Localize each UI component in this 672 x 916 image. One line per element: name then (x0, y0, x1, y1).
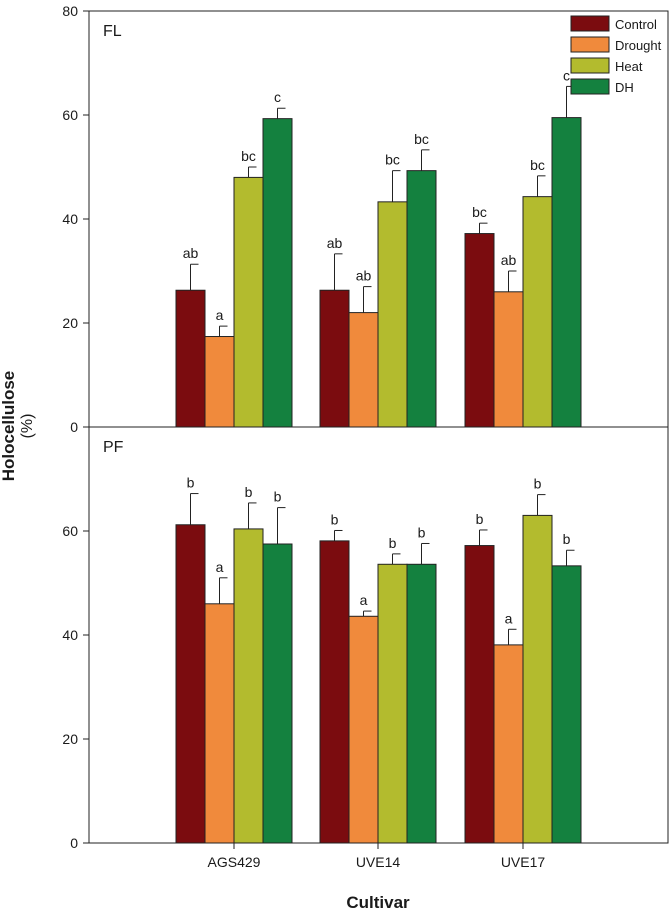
bar-dh-uve14 (406, 170, 437, 428)
y-tick-label: 20 (62, 731, 78, 747)
significance-letter: b (389, 535, 397, 551)
y-tick-label: 80 (62, 3, 78, 19)
y-tick-label: 40 (62, 627, 78, 643)
significance-letter: c (274, 89, 281, 105)
panel-label-fl: FL (103, 23, 122, 40)
x-tick-label-uve17: UVE17 (501, 854, 546, 870)
bar-drought-uve17 (493, 291, 524, 428)
y-tick-label: 20 (62, 315, 78, 331)
legend-label-dh: DH (615, 80, 634, 95)
significance-letter: b (418, 524, 426, 540)
significance-letter: bc (530, 157, 545, 173)
significance-letter: bc (472, 204, 487, 220)
significance-letter: b (476, 511, 484, 527)
bar-heat-uve17 (522, 196, 553, 428)
bar-drought-uve17 (493, 644, 524, 844)
x-tick-label-ags429: AGS429 (208, 854, 261, 870)
bar-dh-uve17 (551, 565, 582, 844)
bar-control-ags429 (175, 524, 206, 844)
bar-heat-uve14 (377, 563, 408, 844)
significance-letter: ab (501, 252, 517, 268)
y-axis-unit: (%) (19, 414, 36, 439)
legend-swatch-control (570, 15, 610, 32)
y-tick-label: 0 (70, 835, 78, 851)
legend-label-control: Control (615, 17, 657, 32)
significance-letter: b (187, 475, 195, 491)
x-axis-label: Cultivar (346, 893, 410, 912)
significance-letter: a (505, 610, 513, 626)
bar-control-uve14 (319, 540, 350, 844)
significance-letter: ab (356, 268, 372, 284)
x-tick-label-uve14: UVE14 (356, 854, 401, 870)
bar-drought-ags429 (204, 603, 235, 844)
bar-heat-ags429 (233, 176, 264, 428)
bar-dh-uve17 (551, 117, 582, 428)
bar-control-uve17 (464, 545, 495, 844)
significance-letter: ab (327, 235, 343, 251)
y-tick-label: 60 (62, 107, 78, 123)
bar-heat-ags429 (233, 528, 264, 844)
bar-dh-uve14 (406, 563, 437, 844)
significance-letter: b (563, 531, 571, 547)
bar-control-uve14 (319, 289, 350, 428)
significance-letter: b (274, 489, 282, 505)
bar-control-uve17 (464, 233, 495, 428)
legend-swatch-heat (570, 57, 610, 74)
bar-dh-ags429 (262, 118, 293, 428)
bar-drought-uve14 (348, 615, 379, 844)
y-tick-label: 60 (62, 523, 78, 539)
y-axis-title: Holocellulose (%) (0, 371, 36, 482)
panel-label-pf: PF (103, 439, 124, 456)
significance-letter: a (360, 592, 368, 608)
significance-letter: a (216, 307, 224, 323)
significance-letter: c (563, 67, 570, 83)
significance-letter: b (534, 476, 542, 492)
significance-letter: a (216, 559, 224, 575)
bar-heat-uve17 (522, 514, 553, 844)
legend-label-heat: Heat (615, 59, 643, 74)
significance-letter: bc (414, 131, 429, 147)
significance-letter: bc (385, 152, 400, 168)
legend: Control Drought Heat DH (570, 15, 662, 95)
bar-control-ags429 (175, 289, 206, 428)
significance-letter: b (331, 511, 339, 527)
bar-dh-ags429 (262, 543, 293, 844)
bar-heat-uve14 (377, 201, 408, 428)
bar-drought-uve14 (348, 312, 379, 428)
y-tick-label: 40 (62, 211, 78, 227)
bar-drought-ags429 (204, 336, 235, 428)
legend-label-drought: Drought (615, 38, 662, 53)
significance-letter: ab (183, 245, 199, 261)
significance-letter: bc (241, 148, 256, 164)
panel-pf: 0 20 40 60 PF b b b a a a b b b b b b (62, 426, 669, 851)
y-tick-label: 0 (70, 419, 78, 435)
significance-letter: b (245, 484, 253, 500)
legend-swatch-drought (570, 36, 610, 53)
y-axis-label: Holocellulose (0, 371, 18, 482)
legend-swatch-dh (570, 78, 610, 95)
